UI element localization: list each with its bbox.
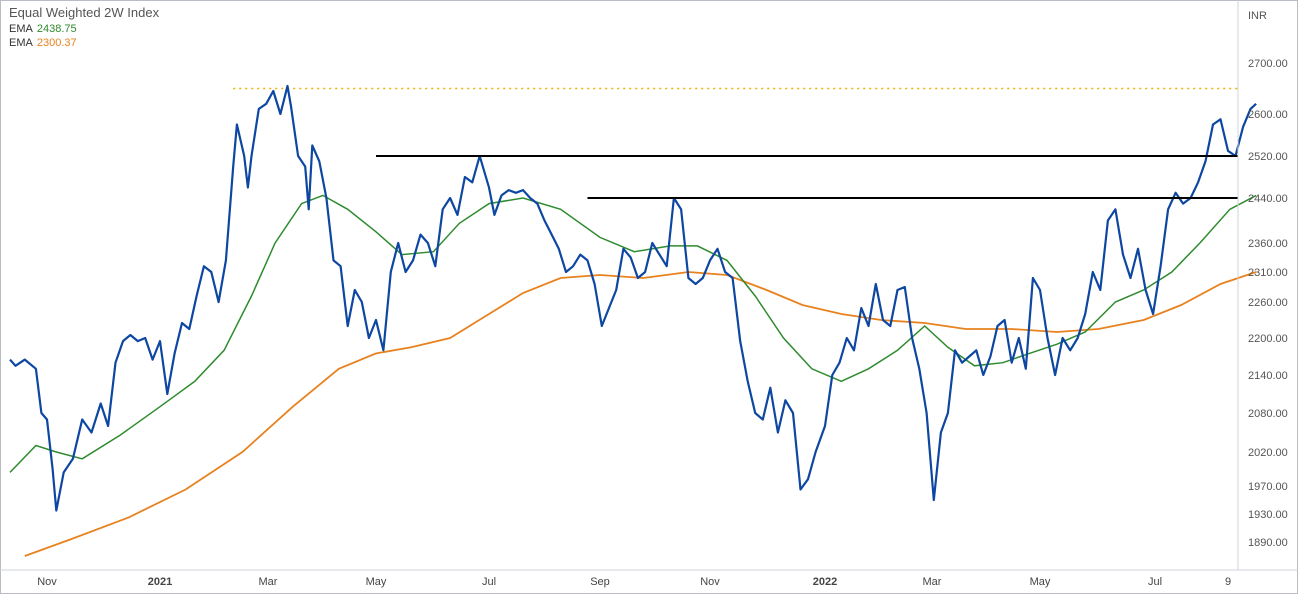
legend-ema-fast-label: EMA: [9, 23, 33, 35]
y-tick-label: 2700.00: [1248, 58, 1288, 70]
y-tick-label: 2310.00: [1248, 267, 1288, 279]
x-tick-label: Nov: [37, 576, 57, 588]
price-line: [9, 84, 1257, 512]
y-tick-label: 2600.00: [1248, 109, 1288, 121]
y-tick-label: 1890.00: [1248, 537, 1288, 549]
x-tick-label: Jul: [1148, 576, 1162, 588]
x-tick-label: Mar: [923, 576, 942, 588]
x-tick-label: May: [1030, 576, 1051, 588]
y-tick-label: 2140.00: [1248, 370, 1288, 382]
legend-ema-fast-value: 2438.75: [36, 23, 77, 35]
chart-legend: Equal Weighted 2W Index EMA 2438.75 EMA 23…: [9, 6, 159, 50]
y-tick-label: 1930.00: [1248, 509, 1288, 521]
x-tick-label: 9: [1225, 576, 1231, 588]
y-tick-label: 2520.00: [1248, 151, 1288, 163]
legend-row-ema-slow: EMA 2300.37: [9, 36, 159, 50]
y-axis-unit: INR: [1248, 10, 1267, 22]
y-tick-label: 2020.00: [1248, 447, 1288, 459]
y-tick-label: 1970.00: [1248, 481, 1288, 493]
x-tick-label: Nov: [700, 576, 720, 588]
legend-ema-slow-value: 2300.37: [36, 37, 77, 49]
chart-title: Equal Weighted 2W Index: [9, 5, 160, 20]
x-tick-label: May: [366, 576, 387, 588]
x-tick-label: Jul: [482, 576, 496, 588]
y-tick-label: 2200.00: [1248, 333, 1288, 345]
y-tick-label: 2260.00: [1248, 297, 1288, 309]
x-tick-label: Mar: [259, 576, 278, 588]
ema-slow-line: [24, 271, 1257, 557]
y-tick-label: 2080.00: [1248, 408, 1288, 420]
y-tick-label: 2440.00: [1248, 193, 1288, 205]
legend-row-ema-fast: EMA 2438.75: [9, 22, 159, 36]
y-tick-label: 2360.00: [1248, 238, 1288, 250]
x-tick-label: Sep: [590, 576, 610, 588]
x-tick-label: 2022: [813, 576, 837, 588]
x-tick-label: 2021: [148, 576, 172, 588]
ema-fast-line: [9, 194, 1257, 473]
legend-ema-slow-label: EMA: [9, 37, 33, 49]
